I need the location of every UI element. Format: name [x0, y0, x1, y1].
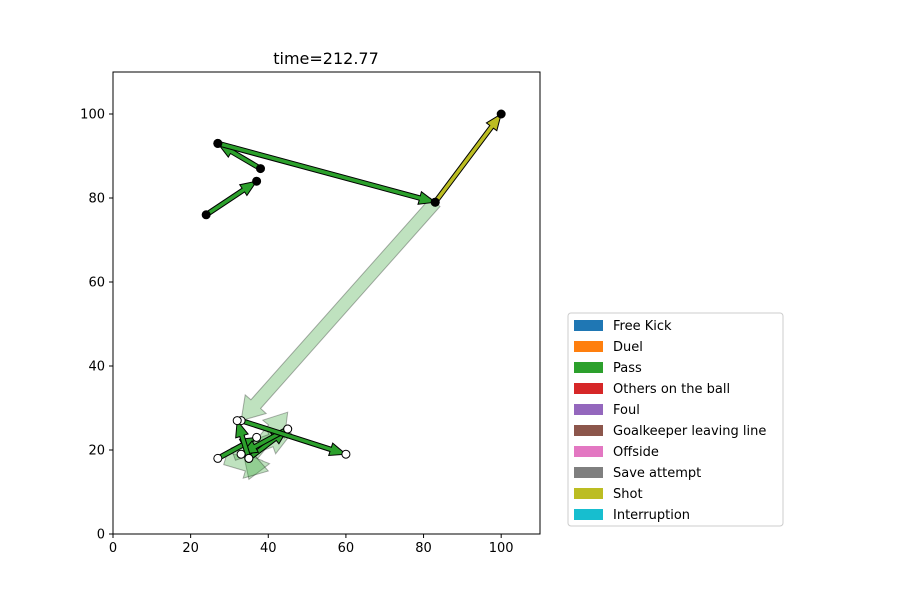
legend-swatch	[574, 488, 603, 499]
chart-title: time=212.77	[273, 49, 379, 68]
legend-swatch	[574, 425, 603, 436]
legend: Free Kick Duel Pass Others on the ball Foul G…	[567, 312, 784, 527]
team-a-event-point	[496, 109, 506, 119]
y-tick-label: 100	[80, 108, 105, 123]
x-tick-label: 80	[415, 541, 432, 556]
shot-event-arrow	[432, 112, 502, 205]
legend-label: Shot	[613, 487, 643, 502]
legend-label: Pass	[613, 361, 642, 376]
legend-label: Goalkeeper leaving line	[613, 424, 766, 439]
x-tick-label: 20	[182, 541, 199, 556]
legend-swatch	[574, 467, 603, 478]
legend-swatch	[574, 446, 603, 457]
team-a-event-point	[252, 176, 262, 186]
legend-label: Others on the ball	[613, 382, 730, 397]
team-a-event-point	[256, 164, 266, 174]
legend-label: Offside	[613, 445, 659, 460]
axes-frame	[112, 71, 541, 535]
team-b-event-point	[232, 416, 242, 426]
team-a-event-point	[213, 138, 223, 148]
y-tick-label: 40	[88, 360, 105, 375]
y-tick-label: 80	[88, 192, 105, 207]
legend-label: Save attempt	[613, 466, 701, 481]
x-axis: 0 20 40 60 80 100	[109, 534, 514, 556]
legend-label: Foul	[613, 403, 640, 418]
x-tick-label: 40	[260, 541, 277, 556]
legend-label: Free Kick	[613, 319, 672, 334]
legend-frame	[567, 312, 784, 527]
team-a-event-arrow	[216, 140, 437, 205]
y-tick-label: 20	[88, 444, 105, 459]
team-b-event-point	[252, 432, 262, 442]
team-a-event-point	[430, 197, 440, 207]
legend-swatch	[574, 383, 603, 394]
team-b-event-arrow	[239, 417, 348, 457]
team-b-event-point	[213, 453, 223, 463]
x-tick-label: 0	[109, 541, 117, 556]
legend-label: Interruption	[613, 508, 690, 523]
team-b-event-point	[283, 424, 293, 434]
legend-swatch	[574, 320, 603, 331]
team-b-event-arrow	[235, 419, 252, 460]
legend-swatch	[574, 362, 603, 373]
team-b-event-point	[341, 449, 351, 459]
legend-swatch	[574, 341, 603, 352]
team-a-event-point	[201, 210, 211, 220]
plot-area	[201, 109, 506, 481]
team-b-event-point	[236, 449, 246, 459]
x-tick-label: 100	[489, 541, 514, 556]
legend-label: Duel	[613, 340, 643, 355]
x-tick-label: 60	[338, 541, 355, 556]
y-axis: 0 20 40 60 80 100	[80, 108, 113, 543]
team-a-event-arrow	[204, 180, 258, 218]
team-b-event-point	[244, 453, 254, 463]
faded-event-arrow	[240, 197, 441, 422]
legend-swatch	[574, 509, 603, 520]
legend-swatch	[574, 404, 603, 415]
y-tick-label: 0	[97, 528, 105, 543]
y-tick-label: 60	[88, 276, 105, 291]
